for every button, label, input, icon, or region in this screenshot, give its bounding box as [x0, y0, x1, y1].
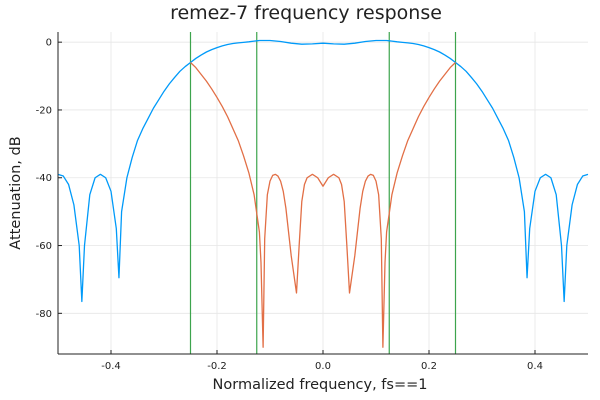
x-tick-label: -0.4	[101, 361, 121, 372]
y-axis-label: Attenuation, dB	[8, 136, 24, 249]
y-tick-label: -20	[36, 105, 52, 116]
stopband-lobes-line	[190, 62, 456, 348]
x-tick-label: -0.2	[207, 361, 227, 372]
y-ticks: 0 -20 -40 -60 -80	[36, 38, 62, 320]
x-tick-label: 0.4	[527, 361, 543, 372]
y-tick-label: 0	[46, 38, 52, 49]
x-tick-label: 0.0	[315, 361, 331, 372]
band-edge-lines	[189, 32, 457, 354]
response-line	[57, 39, 589, 303]
grid	[58, 32, 588, 354]
x-ticks: -0.4 -0.2 0.0 0.2 0.4	[101, 350, 543, 372]
x-axis-label: Normalized frequency, fs==1	[213, 377, 428, 393]
y-tick-label: -40	[36, 173, 52, 184]
series-group	[57, 39, 589, 348]
x-tick-label: 0.2	[421, 361, 437, 372]
chart-title: remez-7 frequency response	[170, 2, 442, 24]
y-tick-label: -80	[36, 309, 52, 320]
y-tick-label: -60	[36, 241, 52, 252]
